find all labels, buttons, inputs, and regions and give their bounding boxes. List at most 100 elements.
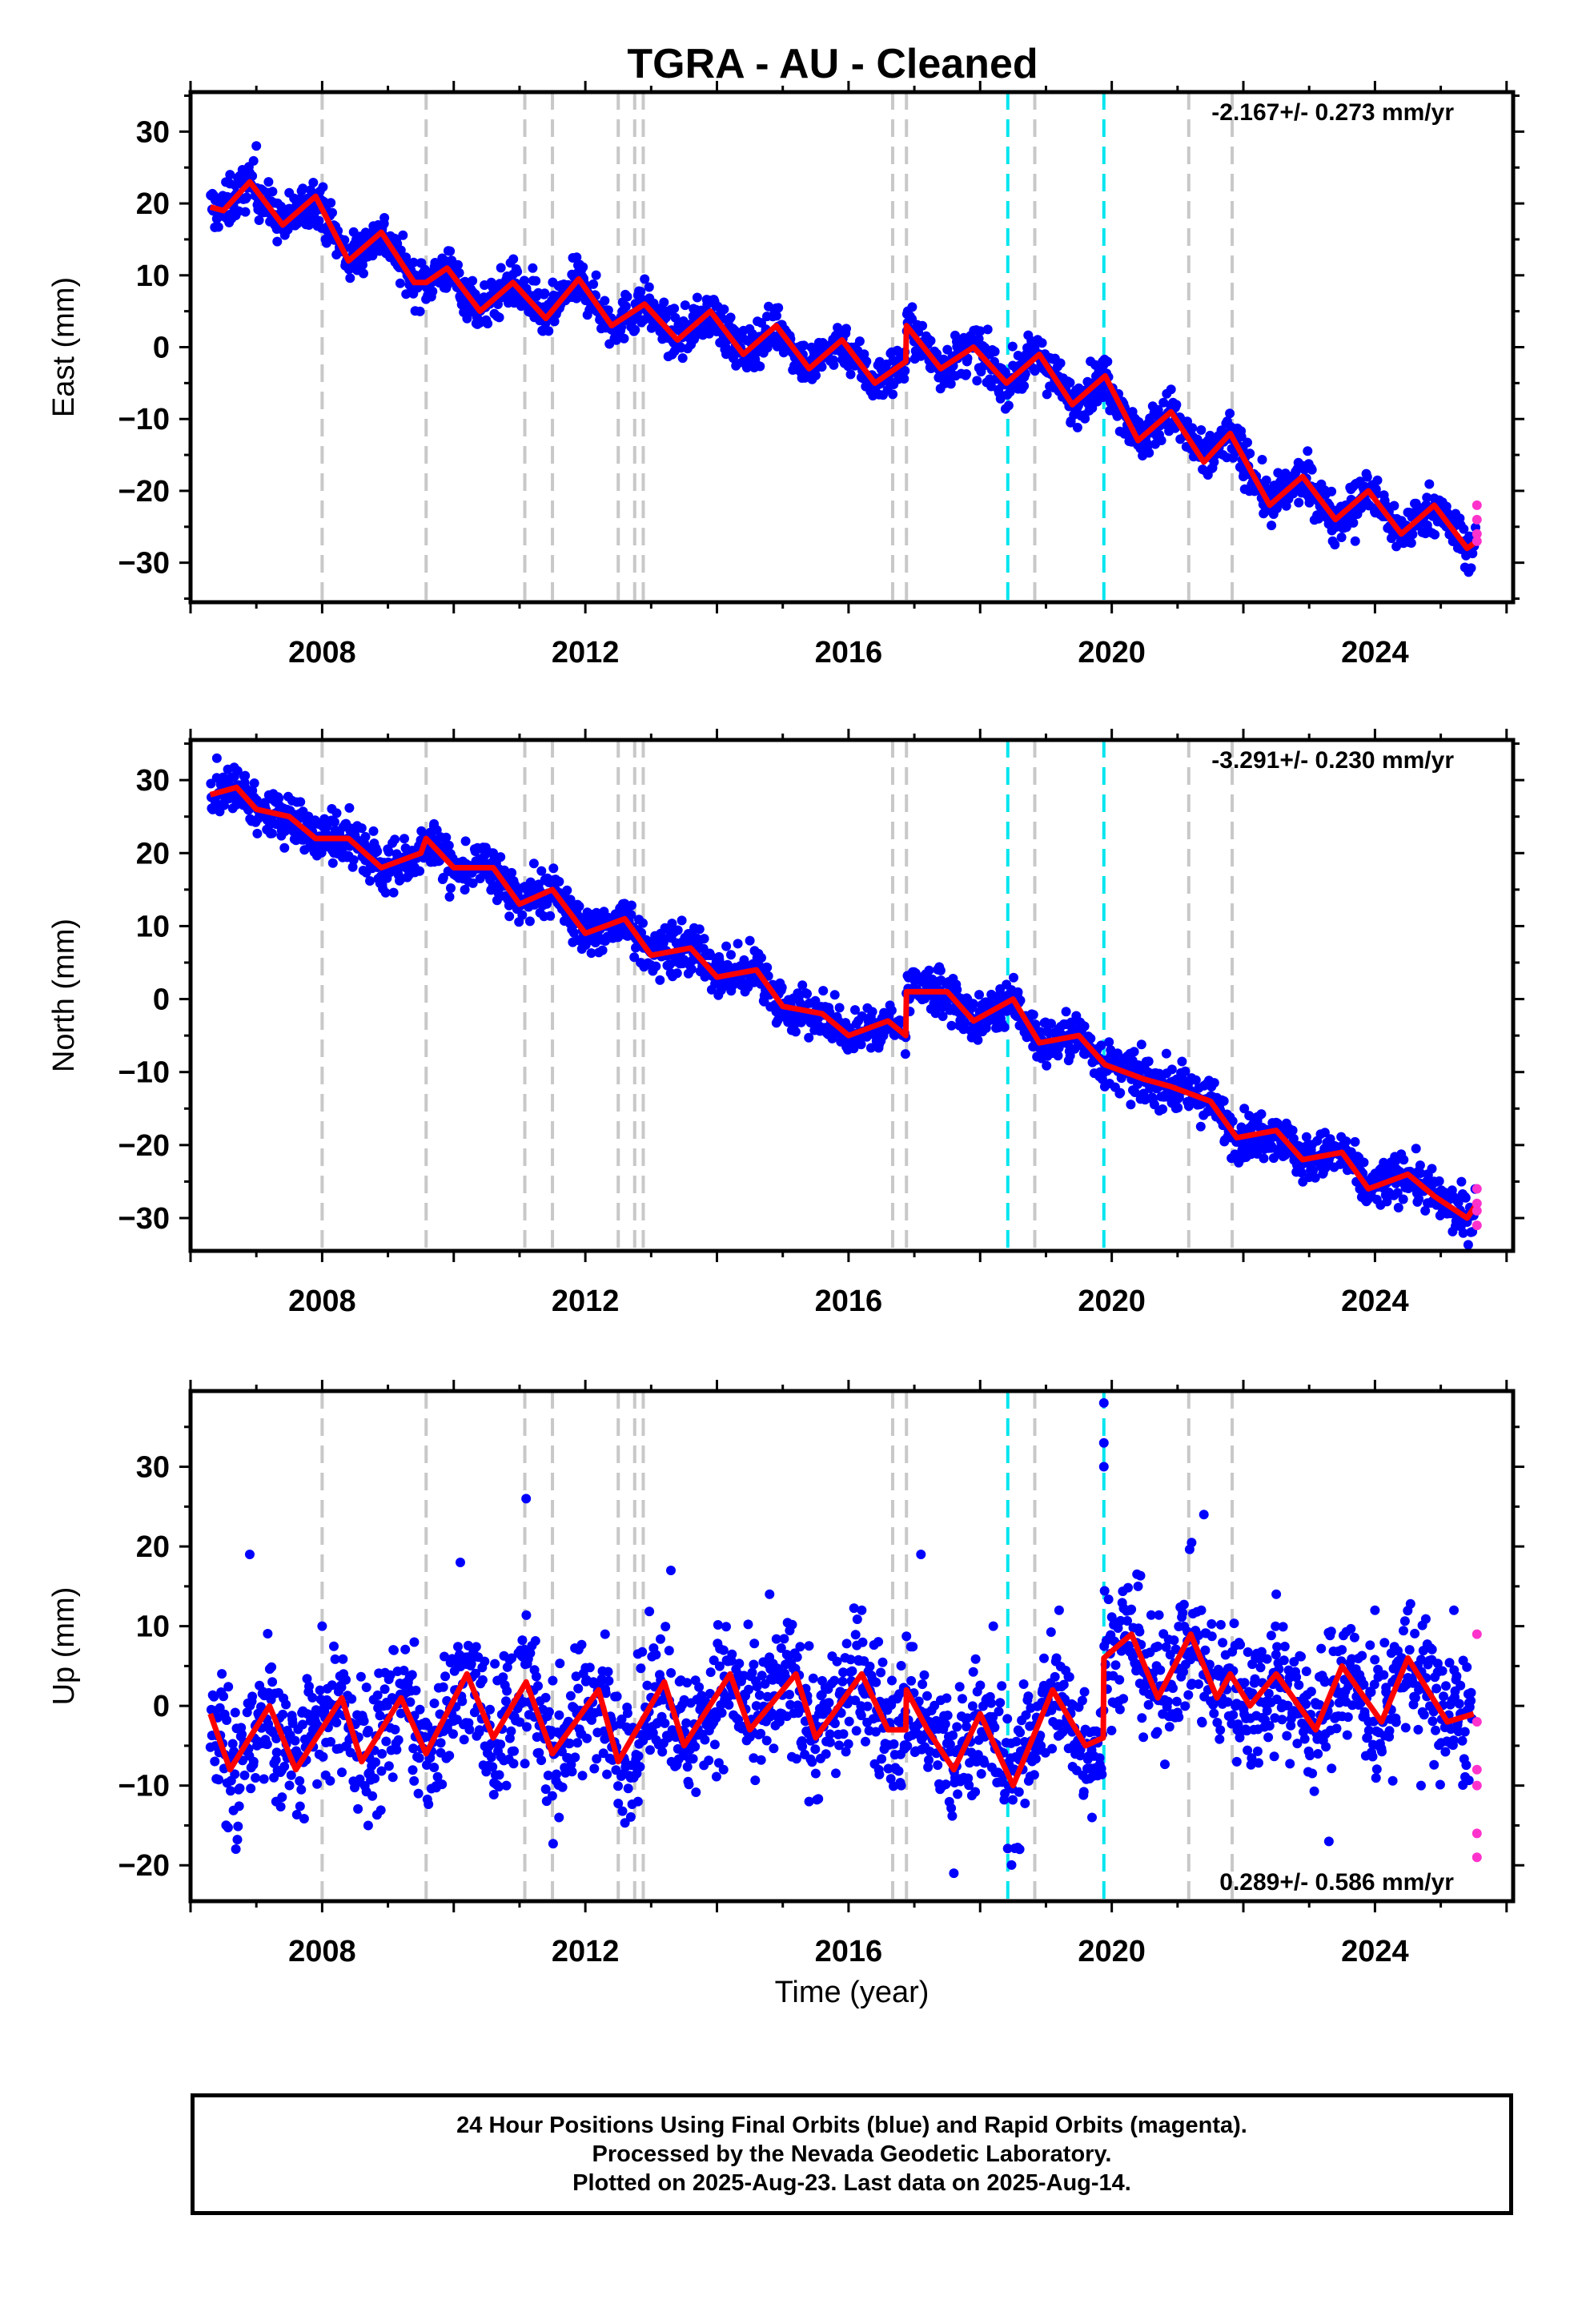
final-point — [477, 1675, 488, 1685]
final-point — [566, 1759, 576, 1770]
y-axis-title-north: North (mm) — [47, 919, 81, 1072]
final-point — [1341, 1136, 1351, 1147]
final-point — [578, 262, 588, 272]
final-point — [548, 1839, 558, 1849]
final-point — [962, 356, 972, 367]
final-point — [576, 1639, 587, 1650]
final-point — [1287, 1125, 1298, 1136]
final-point — [1304, 493, 1315, 503]
final-point — [468, 275, 478, 286]
final-point — [508, 254, 519, 264]
final-point — [326, 198, 336, 208]
final-point — [230, 1707, 240, 1718]
final-point — [444, 840, 454, 850]
final-point — [299, 1814, 309, 1823]
final-point — [400, 1644, 411, 1655]
final-point — [213, 222, 223, 232]
final-point — [974, 334, 984, 344]
x-tick-label: 2024 — [1341, 636, 1409, 669]
final-point — [637, 1647, 648, 1657]
y-tick-label: −10 — [118, 1056, 170, 1090]
final-point — [562, 885, 572, 895]
final-point — [1390, 1156, 1400, 1167]
final-point — [314, 215, 324, 226]
final-point — [254, 215, 264, 225]
final-point — [673, 1743, 683, 1754]
final-point — [400, 834, 409, 844]
final-point — [592, 1754, 602, 1764]
x-tick-label: 2016 — [815, 636, 883, 669]
final-point — [688, 1754, 698, 1764]
final-point — [267, 1662, 277, 1672]
final-point — [279, 842, 290, 853]
final-point — [733, 939, 743, 949]
final-point — [1256, 1109, 1267, 1120]
final-point — [705, 1667, 716, 1678]
final-point — [276, 201, 286, 211]
final-point — [773, 303, 784, 313]
final-point — [504, 911, 515, 922]
final-point — [251, 1773, 261, 1783]
final-point — [942, 344, 953, 355]
final-point — [496, 852, 506, 862]
final-point — [1061, 1007, 1071, 1017]
final-point — [603, 1667, 613, 1677]
final-point — [1267, 521, 1277, 531]
final-point — [725, 312, 736, 323]
final-point — [900, 366, 910, 376]
final-point — [804, 1641, 814, 1651]
final-point — [540, 288, 550, 299]
final-point — [570, 1752, 580, 1763]
final-point — [1144, 448, 1154, 458]
final-point — [396, 1708, 406, 1719]
final-point — [1080, 413, 1090, 424]
final-point — [946, 1020, 957, 1031]
final-point — [361, 1683, 371, 1692]
final-point — [1055, 358, 1066, 368]
final-point — [1079, 1021, 1090, 1031]
final-point — [242, 192, 252, 203]
final-point — [771, 1634, 781, 1644]
final-point — [598, 1748, 608, 1759]
final-point — [888, 389, 898, 400]
final-point — [935, 965, 946, 975]
final-point — [533, 1681, 543, 1691]
final-point — [930, 1008, 941, 1019]
final-point — [636, 287, 646, 297]
rate-label-north: -3.291+/- 0.230 mm/yr — [1211, 747, 1454, 774]
final-point — [681, 1718, 692, 1728]
final-point — [926, 336, 936, 346]
final-point — [540, 1784, 551, 1795]
final-point — [267, 187, 278, 197]
final-point — [1236, 432, 1247, 442]
final-point — [415, 306, 425, 316]
final-point — [1104, 1037, 1114, 1047]
final-point — [1453, 1197, 1464, 1208]
final-point — [1411, 1144, 1421, 1154]
final-point — [990, 347, 1000, 356]
final-point — [1257, 455, 1267, 464]
final-point — [1406, 538, 1416, 548]
final-point — [567, 292, 577, 302]
final-point — [389, 1645, 399, 1655]
final-point — [444, 1751, 455, 1761]
final-point — [1053, 1051, 1063, 1061]
final-point — [791, 1754, 801, 1764]
final-point — [617, 1806, 628, 1816]
final-point — [555, 1659, 565, 1669]
final-point — [413, 1788, 424, 1799]
final-point — [315, 1685, 325, 1695]
y-tick-label: −20 — [118, 475, 170, 509]
final-point — [749, 1659, 759, 1670]
final-point — [727, 1649, 737, 1659]
final-point — [1424, 479, 1435, 489]
final-point — [972, 376, 982, 386]
final-point — [295, 1801, 305, 1811]
final-point — [672, 968, 682, 979]
final-point — [1113, 1048, 1122, 1059]
final-point — [281, 1699, 291, 1710]
final-point — [232, 1835, 243, 1845]
final-point — [297, 1719, 307, 1730]
final-point — [1115, 1088, 1126, 1098]
final-point — [686, 964, 697, 975]
